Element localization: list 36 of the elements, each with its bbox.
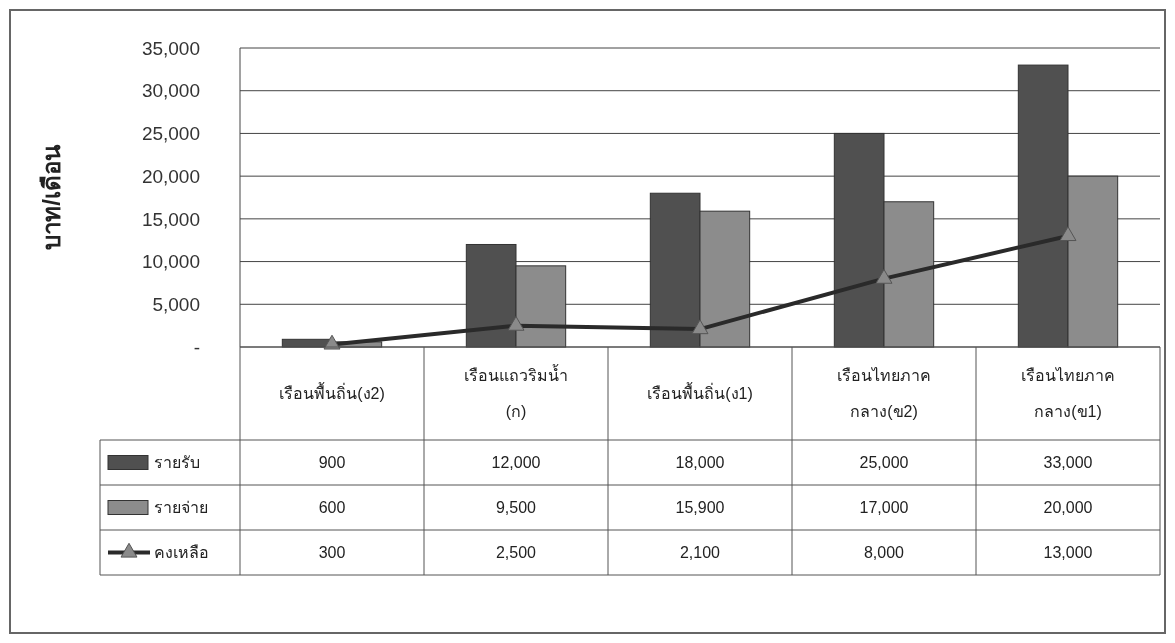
data-label: 15,900 (675, 499, 725, 517)
data-label: 300 (318, 544, 346, 562)
data-label: 12,000 (491, 454, 541, 472)
y-tick-label: - (193, 336, 200, 358)
data-label: 8,000 (863, 544, 905, 562)
data-label: 33,000 (1043, 454, 1093, 472)
legend-label: รายจ่าย (154, 499, 208, 517)
y-tick-label: 35,000 (141, 37, 200, 59)
data-label: 9,500 (495, 499, 537, 517)
point (691, 319, 709, 335)
x-tick-label: เรือนแถวริมน้ำ (ก) (464, 364, 568, 421)
y-tick-label: 20,000 (141, 165, 200, 187)
point (507, 315, 525, 331)
point (1059, 226, 1077, 242)
y-tick-label: 25,000 (141, 123, 200, 145)
data-label: 2,500 (495, 544, 537, 562)
data-label: 2,100 (679, 544, 721, 562)
x-tick-label: เรือนไทยภาค กลาง(ข2) (837, 366, 931, 421)
data-label: 20,000 (1043, 499, 1093, 517)
point (875, 268, 893, 284)
data-label: 600 (318, 499, 346, 517)
data-label: 25,000 (859, 454, 909, 472)
data-label: 17,000 (859, 499, 909, 517)
legend-label: คงเหลือ (154, 544, 209, 562)
y-tick-label: 10,000 (141, 251, 200, 273)
y-axis-title: บาท/เดือน (38, 144, 65, 250)
x-tick-label: เรือนพื้นถิ่น(ง2) (279, 382, 385, 403)
y-tick-label: 30,000 (141, 80, 200, 102)
data-label: 13,000 (1043, 544, 1093, 562)
y-tick-label: 5,000 (152, 293, 200, 315)
legend-label: รายรับ (154, 454, 200, 472)
y-tick-label: 15,000 (141, 208, 200, 230)
data-label: 18,000 (675, 454, 725, 472)
x-tick-label: เรือนไทยภาค กลาง(ข1) (1021, 366, 1115, 421)
data-label: 900 (318, 454, 346, 472)
x-tick-label: เรือนพื้นถิ่น(ง1) (647, 382, 753, 403)
